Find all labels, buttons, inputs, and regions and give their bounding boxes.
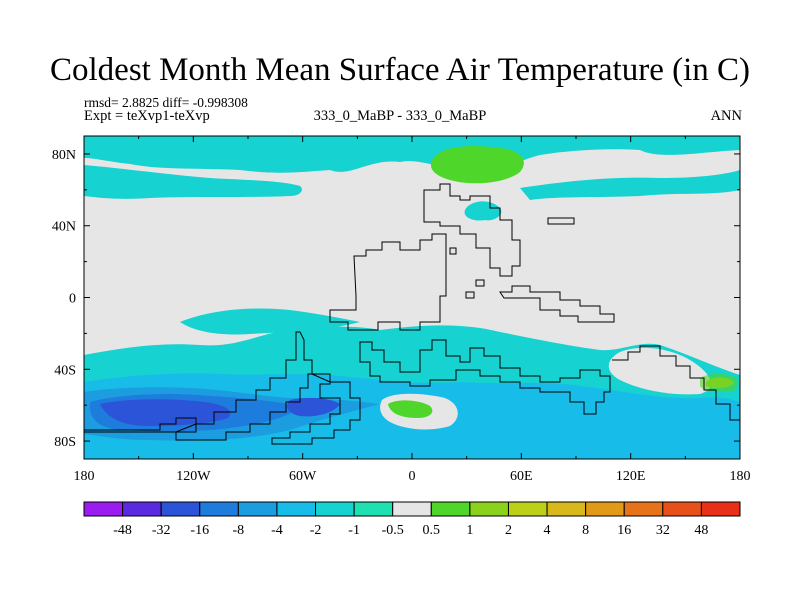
axes: 180 120W 60W 0 60E 120E 180 80N 40N 0 40S 80S — [52, 136, 751, 484]
colorbar-swatch — [700, 501, 741, 517]
colorbar-swatch — [507, 501, 548, 517]
colorbar-label: -8 — [233, 523, 245, 538]
coastline-north-box — [547, 217, 575, 225]
colorbar-label: -2 — [310, 523, 322, 538]
coastline-southern-1 — [175, 331, 313, 441]
colorbar: -48 -32 -16 -8 -4 -2 -1 -0.5 0.5 1 2 4 8 16 32 48 — [83, 501, 741, 538]
coastline-small-a — [465, 291, 475, 299]
colorbar-label: 32 — [656, 523, 670, 538]
coastline-north — [423, 183, 521, 277]
colorbar-swatch — [237, 501, 278, 517]
colorbar-label: 8 — [582, 523, 589, 538]
coastline-east — [499, 285, 615, 323]
field-south-pacific-island — [608, 347, 711, 395]
colorbar-swatch — [469, 501, 509, 517]
y-tick-label: 80S — [54, 435, 76, 450]
colorbar-swatch — [585, 501, 625, 517]
colorbar-swatch — [276, 501, 317, 517]
coastline-southwest — [84, 417, 197, 433]
colorbar-label: -4 — [271, 523, 283, 538]
colorbar-label: 4 — [544, 523, 551, 538]
colorbar-swatch — [662, 501, 702, 517]
colorbar-label: -1 — [348, 523, 360, 538]
experiment-label: Expt = teXvp1-teXvp — [84, 108, 210, 124]
colorbar-swatch — [546, 501, 587, 517]
colorbar-label: -0.5 — [382, 523, 404, 538]
field-arctic-band — [84, 136, 740, 173]
field-north-atlantic-band — [520, 170, 740, 200]
field-south-ice-shelf — [287, 397, 340, 417]
field-small-north-patch — [464, 201, 502, 221]
season-label: ANN — [710, 108, 742, 124]
coastline-southern-2 — [271, 373, 361, 445]
x-tick-label: 180 — [74, 469, 95, 484]
colorbar-label: 1 — [466, 523, 473, 538]
colorbar-swatch — [623, 501, 664, 517]
coastline-small-c — [449, 247, 457, 255]
field-south-atlantic-warm — [388, 400, 433, 418]
field-southern-upper-band — [180, 308, 360, 335]
colorbar-label: -48 — [113, 523, 132, 538]
x-tick-label: 60W — [289, 469, 317, 484]
colorbar-swatch — [353, 501, 394, 517]
colorbar-swatch — [160, 501, 201, 517]
y-tick-label: 40S — [54, 363, 76, 378]
x-tick-label: 120W — [176, 469, 211, 484]
colorbar-swatch — [199, 501, 239, 517]
x-tick-label: 180 — [730, 469, 751, 484]
chart-title: Coldest Month Mean Surface Air Temperatu… — [50, 52, 750, 88]
colorbar-swatch — [83, 501, 124, 517]
coastline-southern-3 — [359, 339, 611, 415]
coastline-layer — [84, 183, 740, 445]
field-siberia-warm — [430, 146, 524, 184]
colorbar-swatch — [122, 501, 162, 517]
colorbar-swatch — [392, 501, 432, 517]
colorbar-label: -16 — [190, 523, 209, 538]
colorbar-swatch — [430, 501, 471, 517]
colorbar-label: -32 — [152, 523, 171, 538]
field-layer — [84, 136, 740, 459]
field-south-pacific-warm-rim — [700, 373, 738, 393]
y-tick-label: 40N — [52, 220, 76, 235]
colorbar-label: 16 — [617, 523, 631, 538]
case-label: 333_0_MaBP - 333_0_MaBP — [313, 108, 487, 124]
stats-label: rmsd= 2.8825 diff= -0.998308 — [84, 95, 248, 110]
colorbar-label: 0.5 — [423, 523, 441, 538]
colorbar-label: 48 — [694, 523, 708, 538]
field-north-pacific-band — [84, 165, 302, 199]
x-tick-label: 120E — [616, 469, 646, 484]
x-tick-label: 0 — [409, 469, 416, 484]
field-antarctic-coldest — [100, 399, 231, 426]
coastline-central — [329, 233, 447, 331]
y-tick-label: 0 — [69, 292, 76, 307]
coastline-small-b — [475, 279, 485, 287]
y-tick-label: 80N — [52, 148, 76, 163]
colorbar-swatch — [315, 501, 355, 517]
coastline-south-pacific — [612, 345, 740, 421]
x-tick-label: 60E — [510, 469, 533, 484]
colorbar-label: 2 — [505, 523, 512, 538]
